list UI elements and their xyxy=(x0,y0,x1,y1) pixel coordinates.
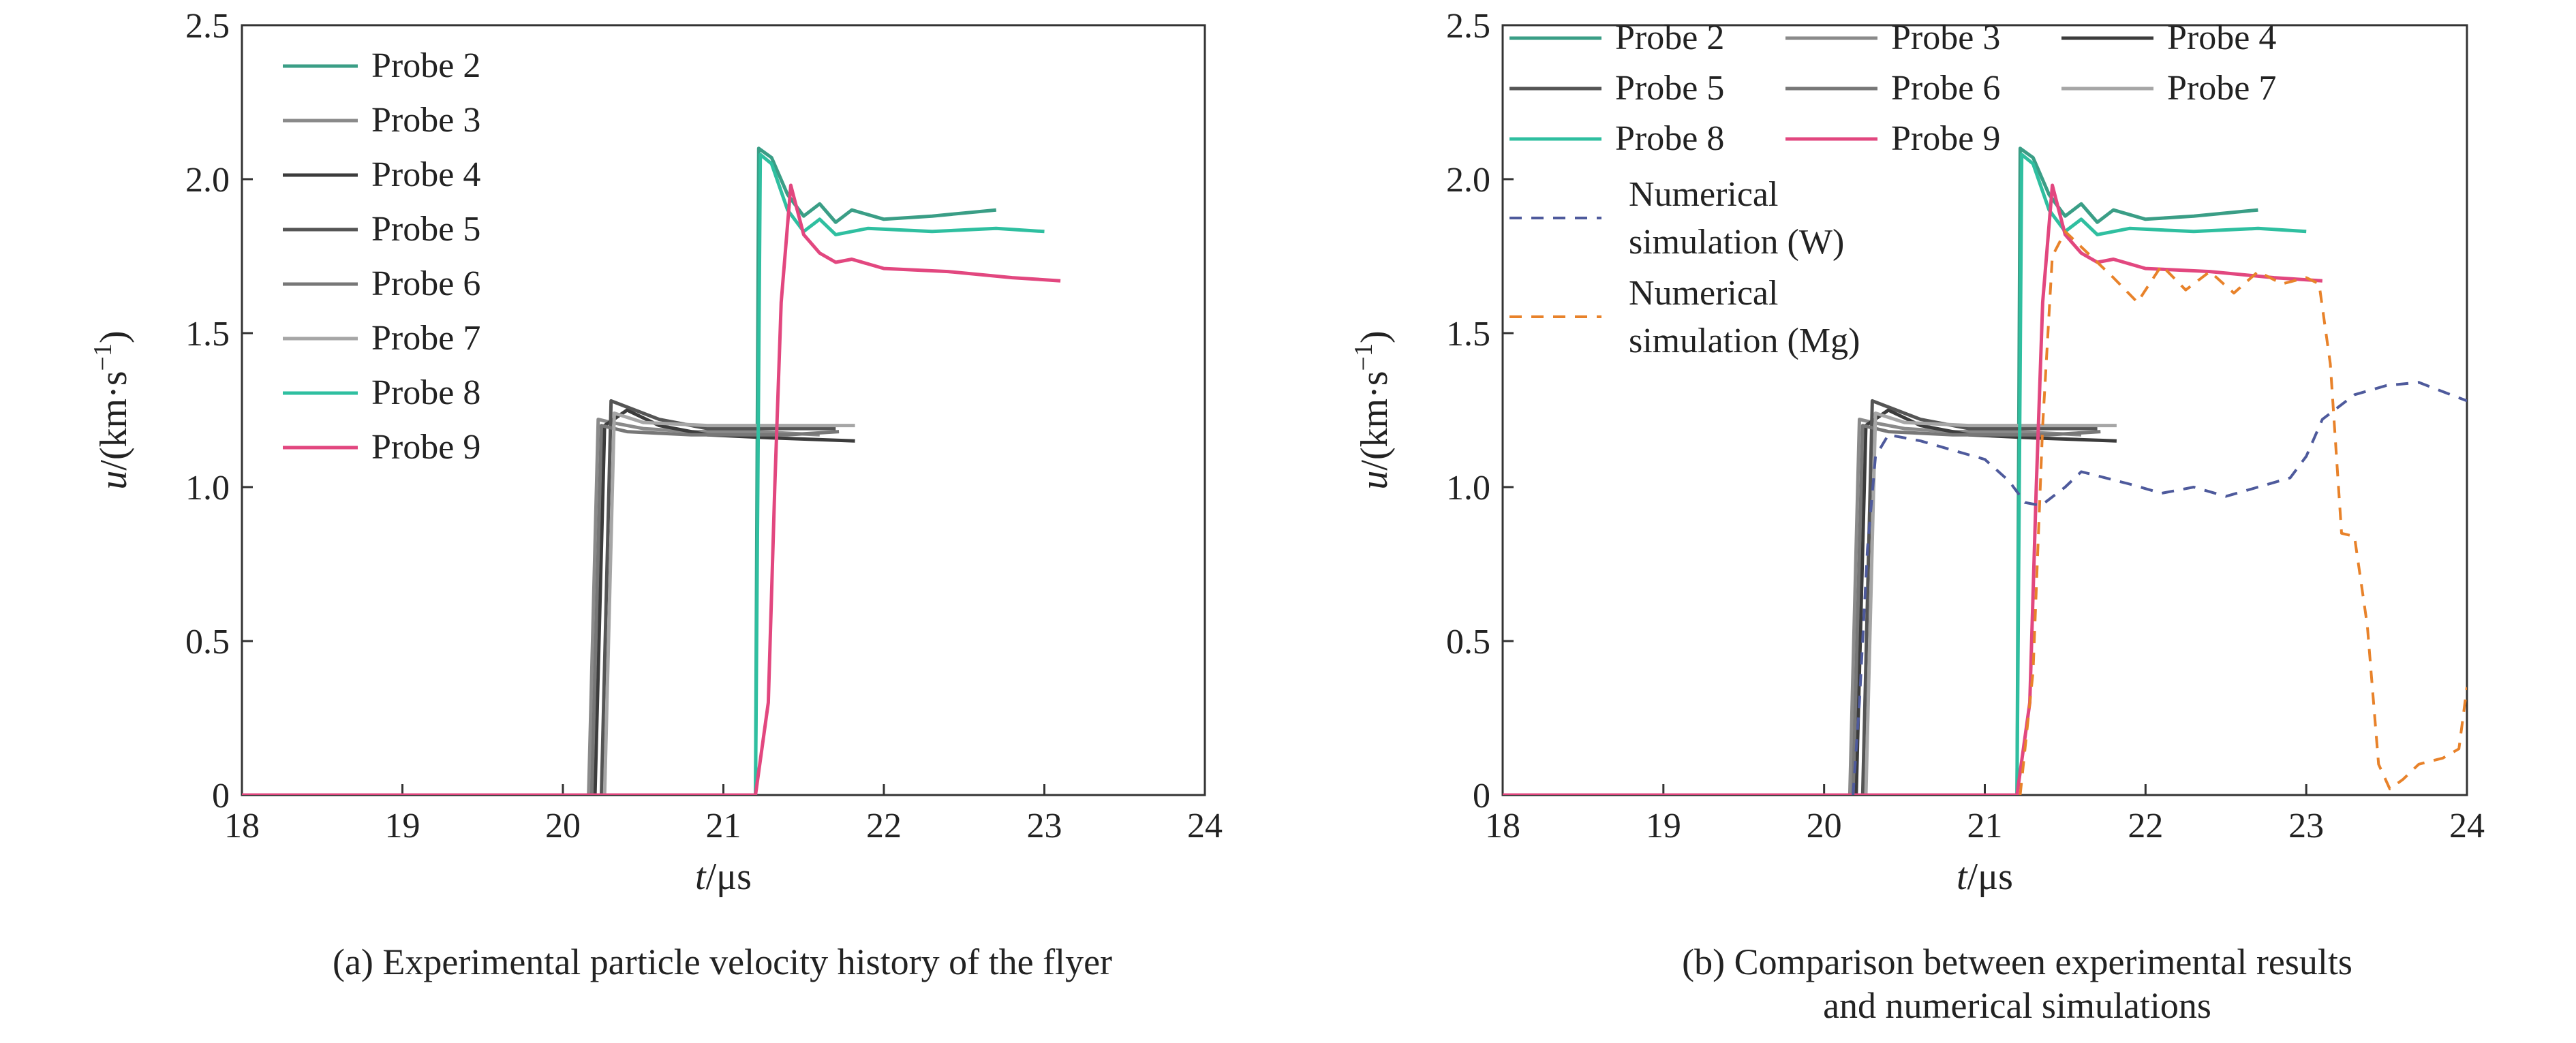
panel-a-legend-label: Probe 9 xyxy=(371,428,480,467)
panel-b-series-probe-3 xyxy=(1503,418,2082,795)
panel-b-series-probe-6 xyxy=(1503,424,2101,795)
panel-a-series-probe-9 xyxy=(242,183,1061,795)
panel-b-legend-label: Probe 6 xyxy=(1891,69,2000,108)
panel-b-legend-label: Probe 5 xyxy=(1615,69,1724,108)
panel-b-legend-label: Numerical xyxy=(1629,175,1778,214)
panel-a-y-tick-label: 2.0 xyxy=(185,161,230,200)
panel-a-chart: 18 19 20 21 22 23 24 0 0.5 1.0 1.5 2.0 2.5 t/μs u/(km·… xyxy=(89,7,1223,982)
panel-b-y-tick-label: 1.5 xyxy=(1446,315,1490,354)
panel-b-series-numerical-simulation-mg xyxy=(2019,230,2467,795)
panel-a-y-tick-label: 1.5 xyxy=(185,315,230,354)
panel-a-y-tick-label: 0 xyxy=(212,777,230,815)
panel-b-caption: and numerical simulations xyxy=(1823,985,2211,1026)
panel-b-series-probe-8 xyxy=(1503,153,2307,795)
panel-a-x-axis-label: t/μs xyxy=(695,856,752,898)
panel-b-x-tick-label: 22 xyxy=(2128,807,2163,845)
panel-a-x-tick-label: 18 xyxy=(224,807,260,845)
panel-b-x-tick-label: 20 xyxy=(1807,807,1842,845)
panel-b-y-tick-label: 2.5 xyxy=(1446,7,1490,46)
panel-b-y-axis-label: u/(km·s−1) xyxy=(1349,330,1396,489)
panel-b-legend-label: Probe 3 xyxy=(1891,18,2000,57)
panel-a-series-probe-6 xyxy=(242,424,840,795)
panel-b-x-axis-label: t/μs xyxy=(1957,856,2013,898)
panel-a-legend-label: Probe 5 xyxy=(371,210,480,249)
panel-a-y-tick-label: 0.5 xyxy=(185,623,230,661)
panel-b-legend: Probe 2 Probe 3 Probe 4 Probe 5 Probe 6 Probe… xyxy=(1509,18,2276,360)
panel-a-series-probe-5 xyxy=(242,399,836,795)
panel-a-x-tick-label: 20 xyxy=(545,807,581,845)
panel-a-y-axis-label: u/(km·s−1) xyxy=(89,330,135,489)
panel-a-series-probe-8 xyxy=(242,153,1045,795)
panel-b-series-numerical-simulation-w xyxy=(1852,381,2467,795)
panel-a-legend-label: Probe 2 xyxy=(371,46,480,85)
panel-a-series-probe-4 xyxy=(242,408,855,795)
panel-b-legend-label: Probe 2 xyxy=(1615,18,1724,57)
panel-a-x-tick-label: 24 xyxy=(1187,807,1223,845)
panel-a-legend: Probe 2 Probe 3 Probe 4 Probe 5 Probe 6 Probe… xyxy=(283,46,480,467)
panel-b-legend-label: Probe 4 xyxy=(2167,18,2276,57)
panel-a-legend-label: Probe 6 xyxy=(371,264,480,303)
panel-a-legend-label: Probe 8 xyxy=(371,373,480,412)
panel-b-x-tick-label: 24 xyxy=(2449,807,2485,845)
panel-b-caption: (b) Comparison between experimental resu… xyxy=(1682,941,2352,982)
panel-a-x-tick-label: 22 xyxy=(866,807,902,845)
panel-a-y-tick-label: 1.0 xyxy=(185,469,230,508)
panel-a-series-probe-3 xyxy=(242,418,820,795)
panel-a-x-tick-label: 21 xyxy=(706,807,741,845)
panel-b-legend-label: simulation (W) xyxy=(1629,223,1844,262)
panel-a-legend-label: Probe 3 xyxy=(371,101,480,140)
panel-b-x-tick-label: 23 xyxy=(2288,807,2324,845)
panel-b-x-tick-label: 19 xyxy=(1646,807,1681,845)
panel-a-caption: (a) Experimental particle velocity histo… xyxy=(333,941,1112,982)
panel-b-legend-label: Probe 7 xyxy=(2167,69,2276,108)
panel-b-y-tick-label: 2.0 xyxy=(1446,161,1490,200)
panel-b-series-probe-7 xyxy=(1503,411,2117,795)
panel-b-x-tick-label: 18 xyxy=(1485,807,1520,845)
panel-b-y-tick-label: 1.0 xyxy=(1446,469,1490,508)
panel-b-legend-label: simulation (Mg) xyxy=(1629,322,1860,360)
panel-a-y-tick-label: 2.5 xyxy=(185,7,230,46)
panel-b-legend-label: Probe 8 xyxy=(1615,119,1724,158)
panel-b-legend-label: Probe 9 xyxy=(1891,119,2000,158)
panel-b-series-probe-5 xyxy=(1503,399,2098,795)
panel-a-series-probe-2 xyxy=(242,146,997,795)
panel-b-series-probe-2 xyxy=(1503,146,2258,795)
panel-b-x-tick-label: 21 xyxy=(1967,807,2003,845)
panel-a-legend-label: Probe 4 xyxy=(371,155,480,194)
panel-a-legend-label: Probe 7 xyxy=(371,319,480,358)
panel-a-series-probe-7 xyxy=(242,411,855,795)
panel-b-chart: 18 19 20 21 22 23 24 0 0.5 1.0 1.5 2.0 2.5 t/μs u/(km·… xyxy=(1349,7,2485,1026)
panel-b-y-tick-label: 0.5 xyxy=(1446,623,1490,661)
panel-a-x-tick-label: 19 xyxy=(385,807,420,845)
panel-b-legend-label: Numerical xyxy=(1629,274,1778,313)
panel-a-x-tick-label: 23 xyxy=(1027,807,1062,845)
panel-b-y-tick-label: 0 xyxy=(1473,777,1490,815)
panel-b-series-probe-4 xyxy=(1503,408,2117,795)
panel-b-series-probe-9 xyxy=(1503,183,2322,795)
